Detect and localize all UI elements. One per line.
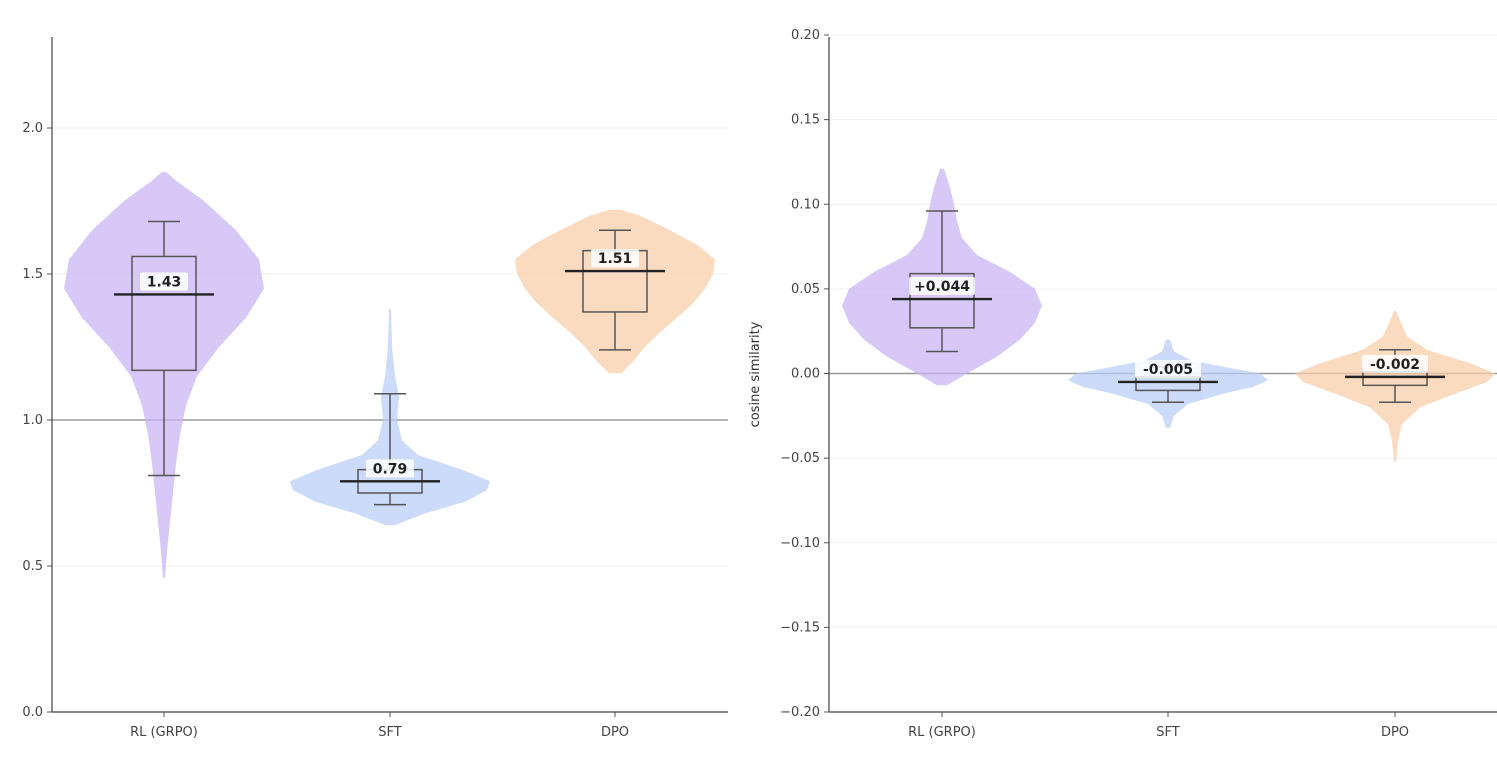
y-tick-label: 0.0 — [22, 705, 43, 720]
median-label: 0.79 — [373, 461, 408, 477]
y-tick-label: 2.0 — [22, 121, 43, 136]
left-violin-panel: 0.0 0.5 1.0 1.5 2.0 1.43 RL (GRPO) 0.79 SFT 1.51 D… — [22, 37, 728, 740]
x-tick-label: DPO — [601, 725, 629, 740]
median-label: -0.002 — [1370, 357, 1420, 373]
y-tick-label: 0.5 — [22, 559, 43, 574]
violin-body — [1068, 339, 1268, 428]
x-tick-label: DPO — [1381, 725, 1409, 740]
x-tick-label: RL (GRPO) — [130, 725, 198, 740]
y-tick-label: 0.15 — [791, 113, 820, 128]
y-tick-label: 0.05 — [791, 282, 820, 297]
median-label: 1.43 — [147, 274, 182, 290]
median-label-background — [909, 277, 975, 296]
median-label-background — [591, 249, 639, 268]
y-tick-label: 0.10 — [791, 197, 820, 212]
right-violin-panel: −0.20 −0.15 −0.10 −0.05 0.00 0.05 0.10 0.15 0.20… — [748, 28, 1497, 740]
y-tick-label: 0.20 — [791, 28, 820, 43]
y-tick-label: 1.5 — [22, 267, 43, 282]
median-label: +0.044 — [914, 279, 970, 295]
median-label-background — [366, 459, 414, 478]
median-label-background — [1135, 359, 1201, 378]
y-tick-label: 1.0 — [22, 413, 43, 428]
violin-body — [842, 168, 1042, 386]
median-label: 1.51 — [598, 251, 633, 267]
y-tick-label: 0.00 — [791, 367, 820, 382]
x-tick-label: RL (GRPO) — [908, 725, 976, 740]
median-label-background — [1362, 354, 1428, 373]
y-tick-label: −0.05 — [780, 451, 820, 466]
x-tick-label: SFT — [378, 725, 402, 740]
y-tick-label: −0.10 — [780, 536, 820, 551]
y-tick-label: −0.15 — [780, 620, 820, 635]
y-axis-label: cosine similarity — [748, 321, 763, 427]
median-label-background — [140, 272, 188, 291]
median-label: -0.005 — [1143, 362, 1193, 378]
y-tick-label: −0.20 — [780, 705, 820, 720]
x-tick-label: SFT — [1156, 725, 1180, 740]
violin-body — [515, 209, 715, 374]
